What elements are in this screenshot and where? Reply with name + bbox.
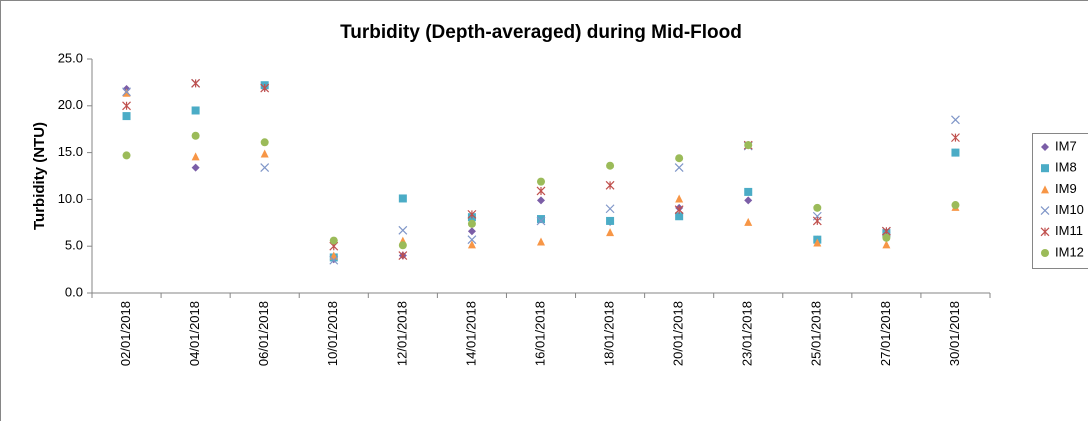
x-tick-label: 27/01/2018 <box>878 301 893 366</box>
marker <box>675 212 684 221</box>
legend-label: IM8 <box>1055 160 1077 175</box>
x-tick-label: 18/01/2018 <box>602 301 617 366</box>
marker <box>329 255 339 265</box>
marker <box>1041 143 1049 151</box>
marker <box>537 177 545 186</box>
marker <box>467 240 476 249</box>
y-tick-label: 25.0 <box>58 50 83 65</box>
marker <box>122 88 131 97</box>
marker <box>606 228 615 237</box>
marker <box>260 83 270 93</box>
marker <box>813 203 822 212</box>
x-tick-label: 14/01/2018 <box>463 301 478 366</box>
x-tick-label: 10/01/2018 <box>325 301 340 366</box>
x-tick-label: 30/01/2018 <box>947 301 962 366</box>
marker <box>398 225 408 235</box>
marker <box>606 216 615 225</box>
x-tick-label: 20/01/2018 <box>671 301 686 366</box>
marker <box>951 133 960 143</box>
chart-title: Turbidity (Depth-averaged) during Mid-Fl… <box>340 22 742 43</box>
y-tick-label: 20.0 <box>58 97 83 112</box>
marker <box>744 217 753 226</box>
marker <box>467 209 477 219</box>
marker <box>536 186 546 196</box>
marker <box>191 152 200 161</box>
legend-label: IM9 <box>1055 181 1077 196</box>
marker <box>744 196 753 205</box>
marker <box>191 163 200 172</box>
marker <box>812 216 822 226</box>
marker <box>744 141 753 150</box>
marker <box>467 235 477 245</box>
legend-label: IM11 <box>1055 223 1083 238</box>
marker <box>191 106 200 115</box>
marker <box>951 115 960 125</box>
marker <box>951 201 960 210</box>
marker <box>537 196 545 205</box>
x-tick-label: 23/01/2018 <box>740 301 755 366</box>
x-tick-label: 06/01/2018 <box>256 301 271 366</box>
marker <box>675 154 684 163</box>
marker <box>122 151 131 160</box>
marker <box>813 238 822 247</box>
x-tick-label: 04/01/2018 <box>187 301 202 366</box>
marker <box>605 180 615 190</box>
marker <box>744 187 753 196</box>
marker <box>122 87 131 97</box>
marker <box>674 163 684 173</box>
marker <box>260 163 270 173</box>
marker <box>191 78 201 88</box>
marker <box>1041 185 1049 194</box>
marker <box>398 241 407 250</box>
marker <box>1041 164 1049 173</box>
y-tick-label: 15.0 <box>58 144 83 159</box>
marker <box>882 233 891 242</box>
marker <box>398 251 408 260</box>
x-tick-label: 25/01/2018 <box>809 301 824 366</box>
x-tick-label: 02/01/2018 <box>118 301 133 366</box>
marker <box>398 194 407 203</box>
marker <box>1041 249 1049 257</box>
x-tick-label: 12/01/2018 <box>394 301 409 366</box>
marker <box>329 236 338 245</box>
legend-box <box>1032 133 1088 269</box>
marker <box>536 216 546 226</box>
marker <box>1040 227 1050 237</box>
marker <box>606 161 615 170</box>
marker <box>467 227 476 236</box>
legend-label: IM12 <box>1055 244 1084 259</box>
marker <box>675 194 684 203</box>
marker <box>122 112 131 121</box>
marker <box>537 237 545 246</box>
marker <box>191 131 200 140</box>
marker <box>951 148 960 157</box>
marker <box>1040 206 1050 216</box>
marker <box>122 101 131 111</box>
marker <box>882 240 891 249</box>
marker <box>674 205 684 215</box>
legend-label: IM10 <box>1055 202 1084 217</box>
marker <box>260 138 269 147</box>
y-axis-label: Turbidity (NTU) <box>31 122 48 230</box>
marker <box>537 215 545 224</box>
y-tick-label: 5.0 <box>65 238 83 253</box>
legend-label: IM7 <box>1055 138 1077 153</box>
marker <box>467 219 476 228</box>
marker <box>605 204 615 214</box>
x-tick-label: 16/01/2018 <box>532 301 547 366</box>
y-tick-label: 10.0 <box>58 191 83 206</box>
marker <box>260 149 269 158</box>
y-tick-label: 0.0 <box>65 284 83 299</box>
